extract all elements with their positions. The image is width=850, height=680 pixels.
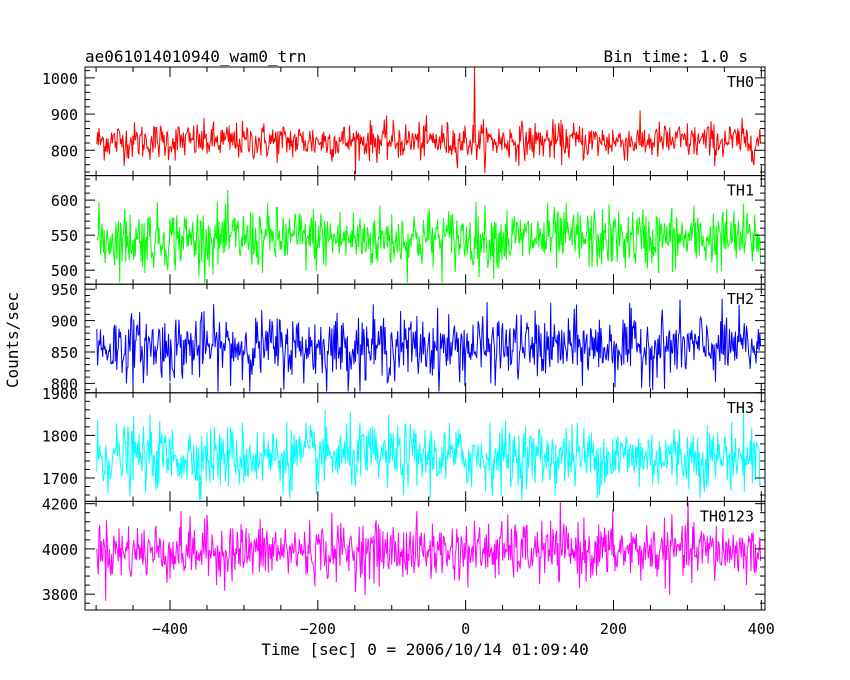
y-tick-label: 500 <box>51 262 78 280</box>
panel-name-label: TH3 <box>727 399 754 417</box>
panel-th1: TH1 500 550 600 <box>51 175 766 285</box>
y-tick-label: 550 <box>51 227 78 245</box>
panel-th2: TH2 800 850 900 950 <box>51 281 766 393</box>
y-tick-label: 1000 <box>42 70 78 88</box>
y-tick-label: 3800 <box>42 586 78 604</box>
y-tick-label: 4000 <box>42 541 78 559</box>
y-tick-label: 900 <box>51 313 78 331</box>
y-tick-label: 800 <box>51 142 78 160</box>
y-tick-label: 1900 <box>42 385 78 403</box>
x-tick-label: 400 <box>748 620 775 638</box>
y-tick-label: 1700 <box>42 470 78 488</box>
panel-frame <box>84 500 766 611</box>
series-line-th3 <box>96 410 762 501</box>
panel-name-label: TH0123 <box>700 507 754 525</box>
panels-group: TH0 800 900 1000 TH1 500 550 600 TH2 800 850 900 950… <box>42 66 775 638</box>
x-axis-label: Time [sec] 0 = 2006/10/14 01:09:40 <box>261 640 589 659</box>
series-line-th0123 <box>96 501 762 601</box>
x-tick-label: 200 <box>600 620 627 638</box>
y-tick-label: 850 <box>51 344 78 362</box>
y-tick-label: 4200 <box>42 496 78 514</box>
x-tick-label: 0 <box>461 620 470 638</box>
series-line-th1 <box>96 189 762 283</box>
x-tick-label: −400 <box>152 620 188 638</box>
y-tick-label: 1800 <box>42 427 78 445</box>
x-tick-label: −200 <box>300 620 336 638</box>
panel-th0: TH0 800 900 1000 <box>42 66 766 177</box>
y-axis-label: Counts/sec <box>3 292 22 388</box>
series-line-th2 <box>96 298 762 392</box>
y-tick-label: 900 <box>51 106 78 124</box>
y-tick-label: 800 <box>51 375 78 393</box>
panel-th3: TH3 1700 1800 1900 <box>42 385 766 502</box>
panel-frame <box>84 66 766 177</box>
bin-time-label: Bin time: 1.0 s <box>604 47 749 66</box>
y-tick-label: 600 <box>51 192 78 210</box>
panel-name-label: TH2 <box>727 290 754 308</box>
y-tick-label: 950 <box>51 281 78 299</box>
panel-th0123: TH0123 3800 4000 4200 <box>42 496 766 611</box>
series-line-th0 <box>96 67 762 175</box>
chart-title: ae061014010940_wam0_trn <box>85 47 307 66</box>
panel-name-label: TH0 <box>727 73 754 91</box>
panel-name-label: TH1 <box>727 182 754 200</box>
